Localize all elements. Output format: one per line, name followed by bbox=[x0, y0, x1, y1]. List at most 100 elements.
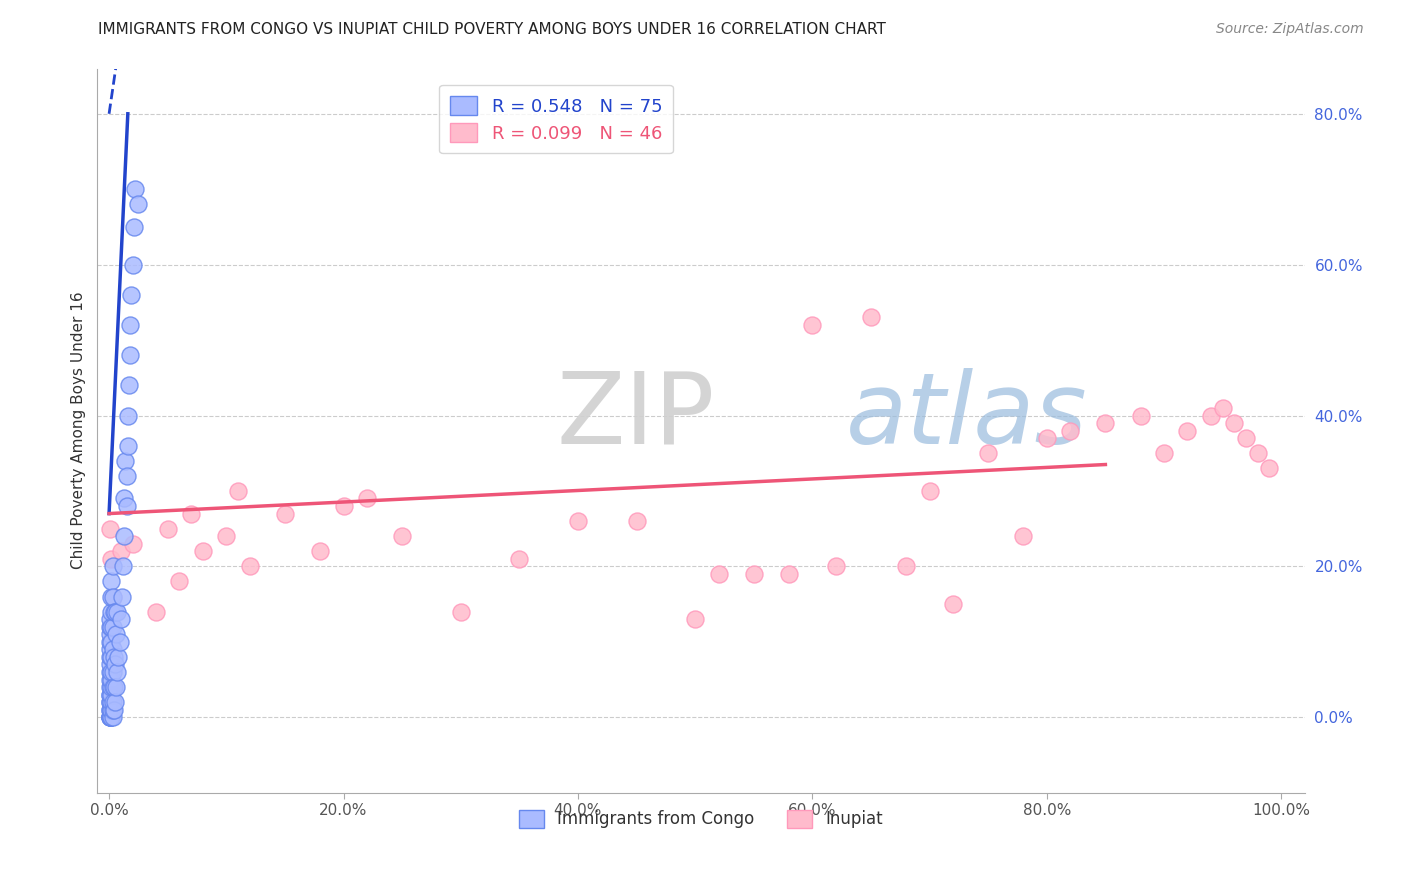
Point bbox=[101, 590, 124, 604]
Point bbox=[309, 544, 332, 558]
Point bbox=[103, 703, 125, 717]
Point bbox=[977, 446, 1000, 460]
Point bbox=[1094, 416, 1116, 430]
Point bbox=[98, 665, 121, 679]
Point bbox=[215, 529, 238, 543]
Point bbox=[1247, 446, 1270, 460]
Point bbox=[122, 219, 145, 234]
Point bbox=[110, 544, 132, 558]
Point bbox=[98, 695, 121, 709]
Point bbox=[778, 566, 800, 581]
Point bbox=[104, 605, 127, 619]
Point bbox=[567, 514, 589, 528]
Point bbox=[894, 559, 917, 574]
Text: atlas: atlas bbox=[846, 368, 1087, 465]
Point bbox=[105, 605, 128, 619]
Point bbox=[100, 710, 122, 724]
Point bbox=[104, 695, 127, 709]
Point bbox=[101, 703, 124, 717]
Point bbox=[801, 318, 824, 332]
Point bbox=[180, 507, 202, 521]
Point bbox=[1036, 431, 1059, 445]
Point bbox=[105, 665, 128, 679]
Point bbox=[98, 680, 121, 694]
Point bbox=[100, 673, 122, 687]
Point bbox=[120, 348, 142, 362]
Point bbox=[683, 612, 706, 626]
Point bbox=[101, 620, 124, 634]
Point bbox=[100, 665, 122, 679]
Point bbox=[103, 605, 125, 619]
Point bbox=[1212, 401, 1234, 415]
Point bbox=[98, 688, 121, 702]
Point bbox=[98, 710, 121, 724]
Point bbox=[114, 454, 136, 468]
Point bbox=[1059, 424, 1081, 438]
Point bbox=[1199, 409, 1222, 423]
Point bbox=[100, 680, 122, 694]
Point bbox=[112, 529, 135, 543]
Point bbox=[124, 182, 146, 196]
Point bbox=[742, 566, 765, 581]
Point bbox=[98, 612, 121, 626]
Point bbox=[100, 551, 122, 566]
Point bbox=[1129, 409, 1152, 423]
Point bbox=[98, 695, 121, 709]
Point bbox=[100, 590, 122, 604]
Point bbox=[391, 529, 413, 543]
Point bbox=[121, 537, 143, 551]
Point bbox=[98, 703, 121, 717]
Point bbox=[98, 710, 121, 724]
Point bbox=[191, 544, 214, 558]
Point bbox=[112, 559, 135, 574]
Point bbox=[98, 522, 121, 536]
Text: Source: ZipAtlas.com: Source: ZipAtlas.com bbox=[1216, 22, 1364, 37]
Point bbox=[105, 627, 128, 641]
Point bbox=[118, 378, 141, 392]
Point bbox=[120, 318, 142, 332]
Point bbox=[121, 258, 143, 272]
Point bbox=[274, 507, 297, 521]
Point bbox=[101, 695, 124, 709]
Point bbox=[98, 710, 121, 724]
Y-axis label: Child Poverty Among Boys Under 16: Child Poverty Among Boys Under 16 bbox=[72, 292, 86, 569]
Point bbox=[110, 612, 132, 626]
Point bbox=[101, 590, 124, 604]
Point bbox=[115, 499, 138, 513]
Point bbox=[239, 559, 262, 574]
Point bbox=[103, 649, 125, 664]
Point bbox=[169, 574, 191, 589]
Point bbox=[942, 597, 965, 611]
Point bbox=[117, 439, 139, 453]
Point bbox=[98, 642, 121, 657]
Point bbox=[100, 634, 122, 648]
Point bbox=[1012, 529, 1035, 543]
Point bbox=[98, 649, 121, 664]
Point bbox=[824, 559, 846, 574]
Point bbox=[98, 634, 121, 648]
Point bbox=[98, 657, 121, 672]
Point bbox=[120, 288, 142, 302]
Point bbox=[156, 522, 179, 536]
Point bbox=[98, 620, 121, 634]
Legend: Immigrants from Congo, Inupiat: Immigrants from Congo, Inupiat bbox=[512, 803, 890, 835]
Point bbox=[100, 574, 122, 589]
Point bbox=[107, 649, 129, 664]
Point bbox=[101, 642, 124, 657]
Point bbox=[508, 551, 530, 566]
Point bbox=[707, 566, 730, 581]
Point bbox=[918, 483, 941, 498]
Point bbox=[101, 665, 124, 679]
Point bbox=[105, 680, 128, 694]
Text: IMMIGRANTS FROM CONGO VS INUPIAT CHILD POVERTY AMONG BOYS UNDER 16 CORRELATION C: IMMIGRANTS FROM CONGO VS INUPIAT CHILD P… bbox=[98, 22, 886, 37]
Point bbox=[859, 310, 882, 325]
Point bbox=[450, 605, 472, 619]
Point bbox=[100, 703, 122, 717]
Point bbox=[100, 605, 122, 619]
Point bbox=[100, 620, 122, 634]
Point bbox=[332, 499, 354, 513]
Point bbox=[98, 673, 121, 687]
Point bbox=[103, 680, 125, 694]
Point bbox=[101, 559, 124, 574]
Point bbox=[98, 703, 121, 717]
